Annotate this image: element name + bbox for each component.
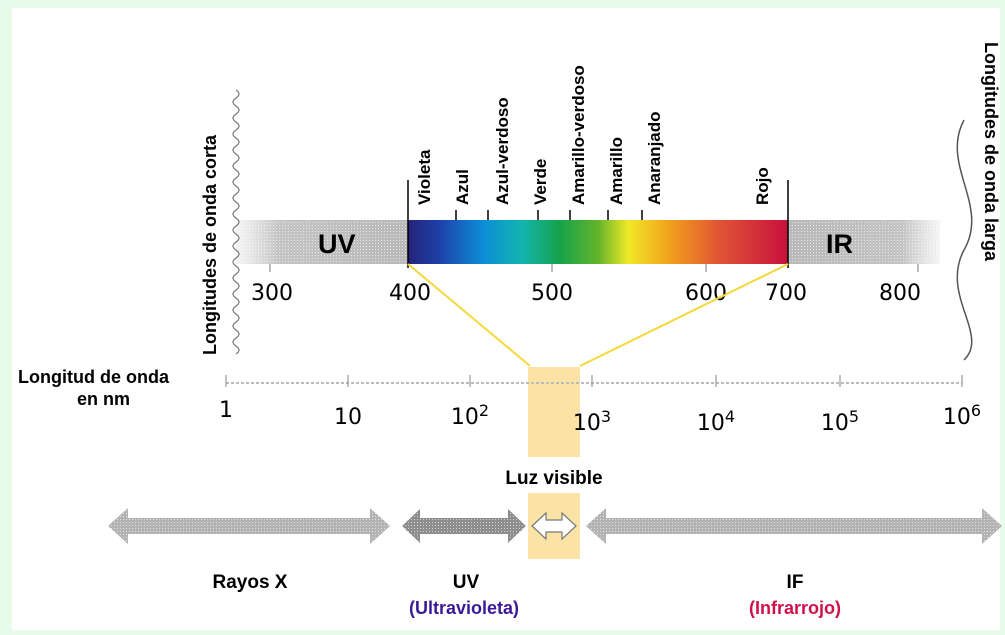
color-azul-verdoso: Azul-verdoso <box>493 97 512 205</box>
color-amarillo: Amarillo <box>607 137 626 205</box>
visible-spectrum-bar <box>408 220 788 264</box>
band-if-label: IF <box>787 572 804 593</box>
if-arrow <box>586 508 1002 544</box>
bar-tick-labels: 300 400 500 600 700 800 <box>251 281 921 306</box>
log-tick-10-5: 105 <box>821 407 859 436</box>
bar-tick-700: 700 <box>765 281 807 306</box>
color-amarillo-verdoso: Amarillo-verdoso <box>569 65 588 205</box>
short-wavelength-title: Longitudes de onda corta <box>200 134 220 355</box>
log-tick-10-6: 106 <box>943 401 981 430</box>
long-wavelength-title: Longitudes de onda larga <box>981 42 1001 262</box>
bar-tick-800: 800 <box>879 281 921 306</box>
color-anaranjado: Anaranjado <box>645 111 664 205</box>
visible-light-label: Luz visible <box>505 468 602 489</box>
band-if-long-label: (Infrarrojo) <box>749 598 841 618</box>
bar-uv-label: UV <box>318 229 356 259</box>
visible-arrow <box>531 511 577 541</box>
bar-tick-600: 600 <box>685 281 727 306</box>
color-violeta: Violeta <box>415 149 434 205</box>
axis-ticks <box>225 375 963 387</box>
bar-tick-400: 400 <box>389 281 431 306</box>
short-wave-icon <box>232 89 240 355</box>
color-verde: Verde <box>531 159 550 205</box>
log-tick-10-3: 103 <box>573 407 611 436</box>
color-rojo: Rojo <box>753 167 772 205</box>
uv-arrow <box>402 509 526 543</box>
band-uv-label: UV <box>453 572 480 593</box>
visible-connector <box>407 263 789 367</box>
log-tick-10: 10 <box>334 405 362 430</box>
bar-ticks <box>269 180 919 272</box>
bar-tick-500: 500 <box>531 281 573 306</box>
long-wave-icon <box>956 119 973 361</box>
band-xray-label: Rayos X <box>213 572 288 593</box>
color-names: Violeta Azul Azul-verdoso Verde Amarillo… <box>415 65 772 205</box>
color-azul: Azul <box>453 169 472 205</box>
log-axis-labels: 1 10 102 103 104 105 106 <box>219 398 981 436</box>
xray-arrow <box>108 508 390 544</box>
wavelength-axis-label-2: en nm <box>77 389 130 409</box>
log-tick-10-2: 102 <box>451 401 489 430</box>
bar-tick-300: 300 <box>251 281 293 306</box>
bar-ir-label: IR <box>826 229 853 259</box>
wavelength-axis-label-1: Longitud de onda <box>18 367 170 387</box>
band-uv-long-label: (Ultravioleta) <box>409 598 519 618</box>
log-tick-10-4: 104 <box>697 407 735 436</box>
log-tick-1: 1 <box>219 398 233 423</box>
